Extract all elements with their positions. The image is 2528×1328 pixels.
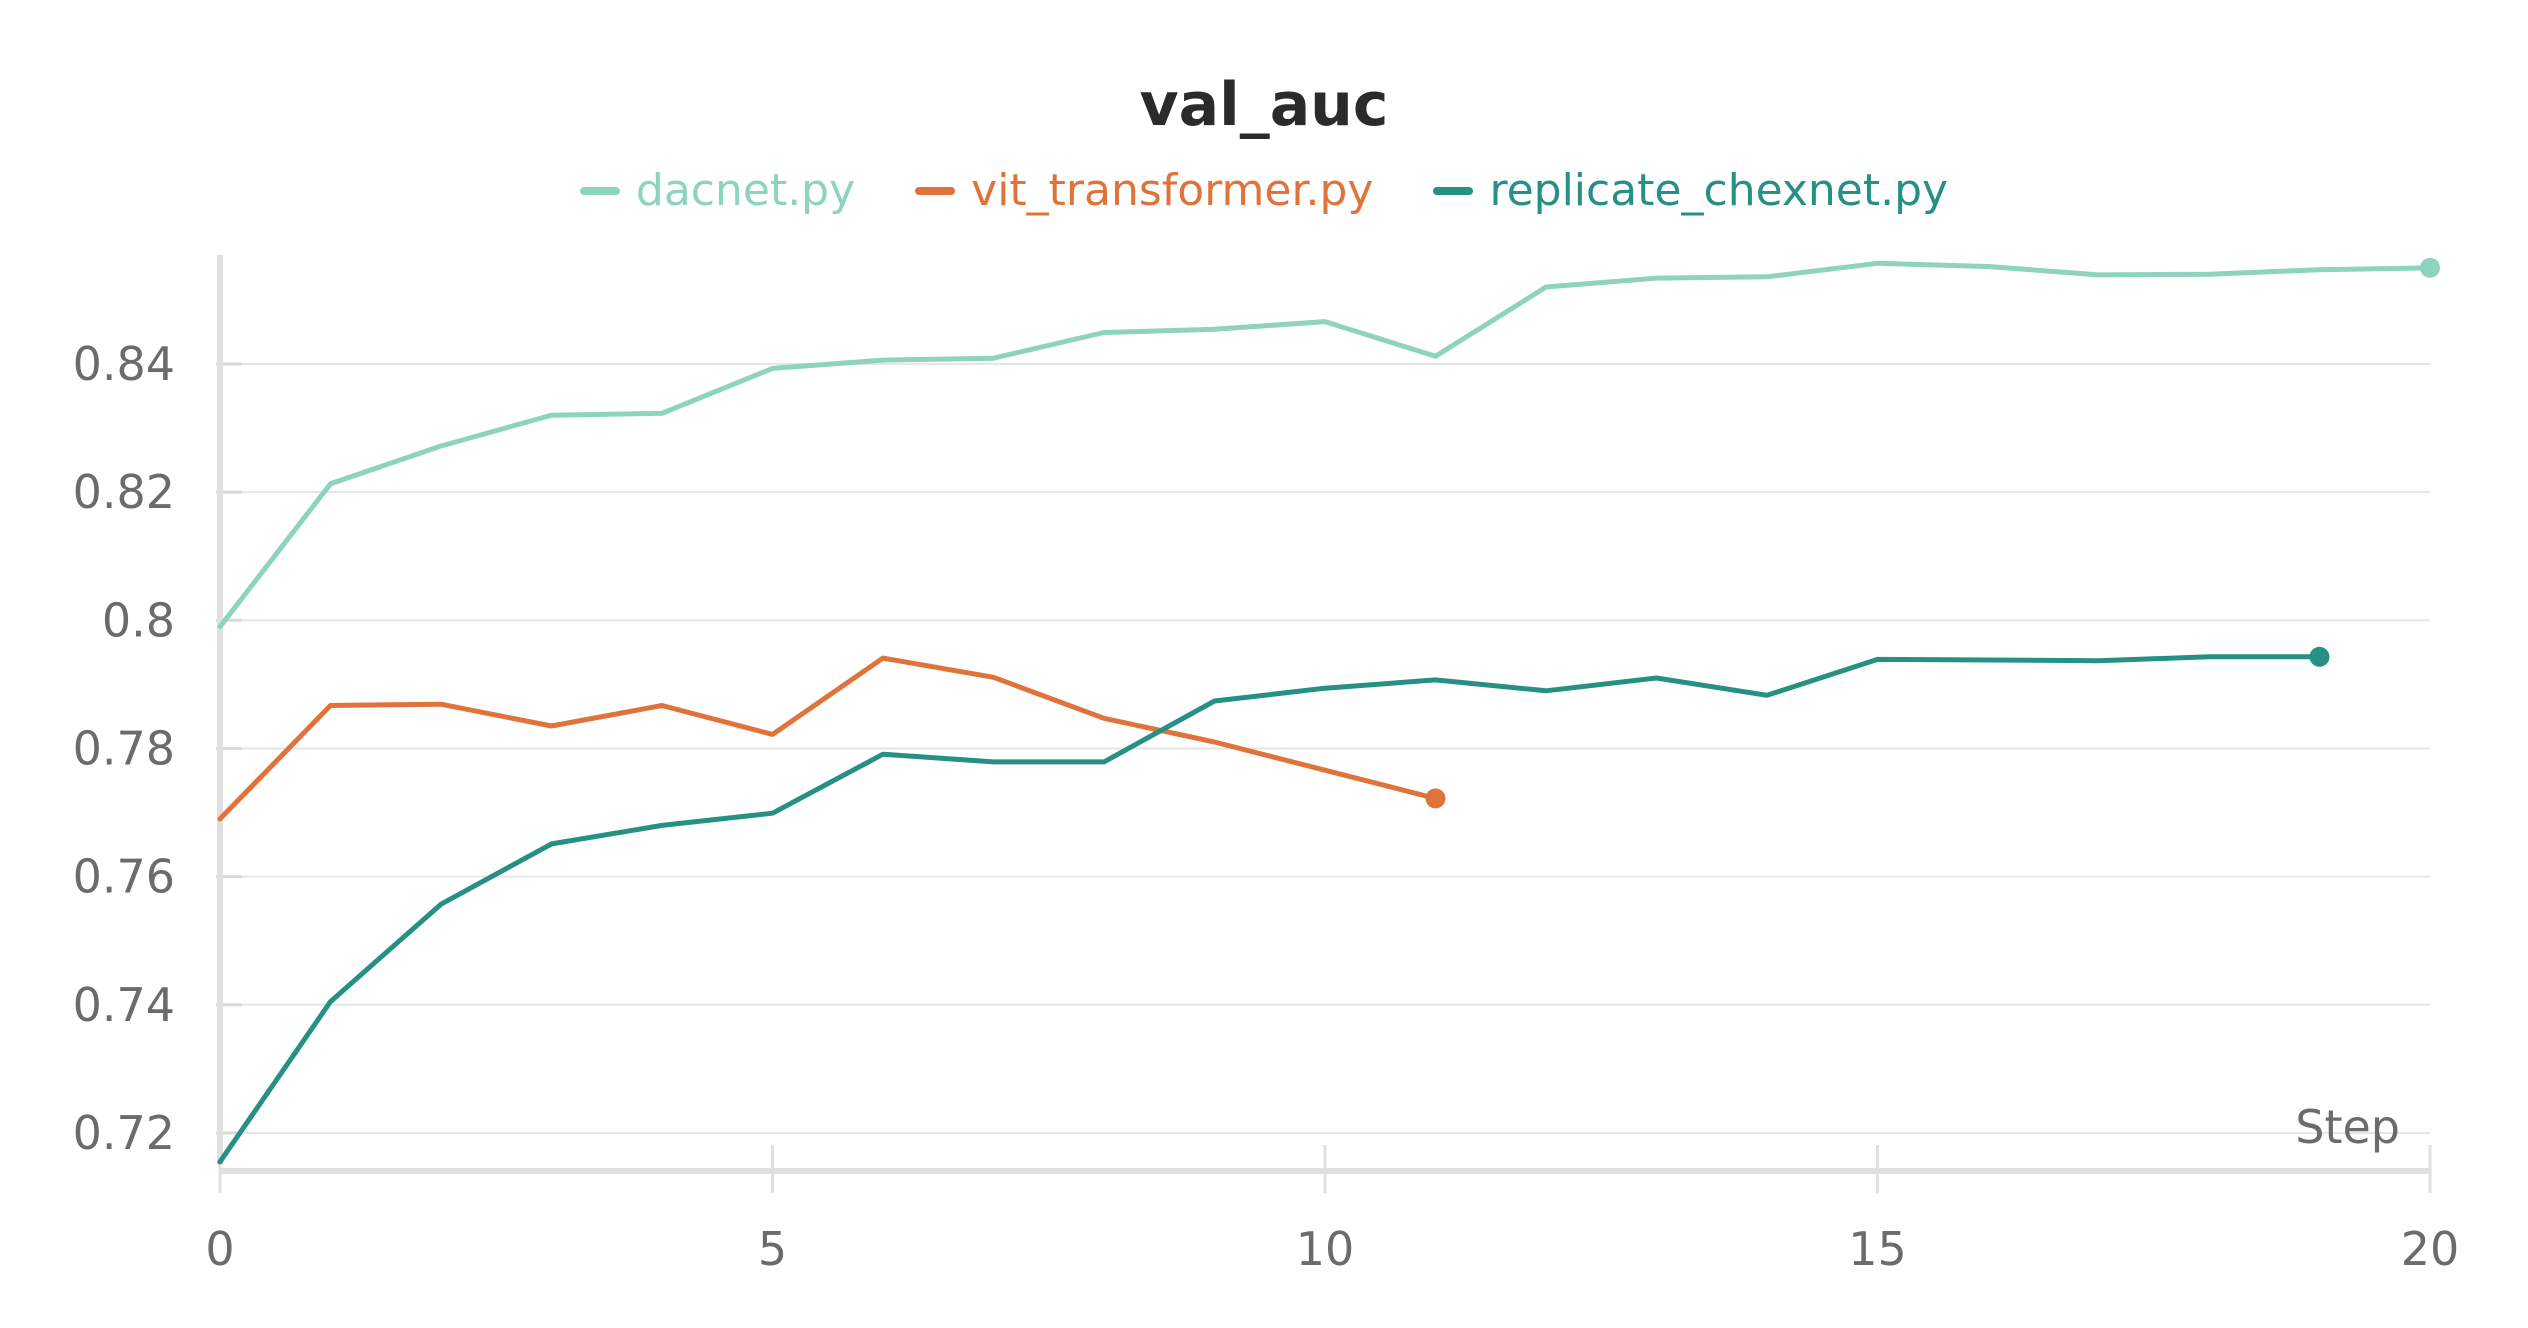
series-line-1[interactable] [217,655,1438,822]
y-tick-label: 0.8 [102,593,175,647]
chart-title: val_auc [1139,70,1389,140]
series-end-point-1[interactable] [1425,788,1446,809]
x-tick-label: 0 [205,1222,234,1276]
x-tick-label: 15 [1848,1222,1907,1276]
legend-swatch-replicate-chexnet [1433,186,1474,195]
series-line-2[interactable] [217,654,2322,1165]
series-line-0[interactable] [217,260,2433,630]
y-tick-label: 0.82 [73,465,175,519]
legend-item-dacnet[interactable]: dacnet.py [579,165,856,216]
series-layer [217,257,2440,1165]
y-tick-label: 0.84 [73,337,175,391]
legend-item-vit-transformer[interactable]: vit_transformer.py [915,165,1373,216]
legend-swatch-vit-transformer [915,186,956,195]
legend-swatch-dacnet [579,186,620,195]
series-end-point-0[interactable] [2420,257,2440,278]
x-tick-label: 5 [758,1222,787,1276]
y-tick-label: 0.74 [73,978,175,1032]
legend-label-replicate-chexnet: replicate_chexnet.py [1489,165,1949,216]
axes-layer: 0.72 0.74 0.76 0.78 0.8 0.82 0.84 0 5 10 15 20 [73,255,2460,1276]
y-tick-label: 0.76 [73,850,175,904]
grid-layer [220,362,2430,1134]
y-tick-label: 0.72 [73,1106,175,1160]
x-tick-label: 10 [1296,1222,1355,1276]
x-axis-label: Step [2295,1100,2400,1154]
legend: dacnet.py vit_transformer.py replicate_c… [0,165,2528,216]
series-end-point-2[interactable] [2309,646,2330,667]
x-tick-label: 20 [2401,1222,2460,1276]
legend-label-dacnet: dacnet.py [635,165,856,216]
y-tick-label: 0.78 [73,721,175,775]
legend-label-vit-transformer: vit_transformer.py [971,165,1374,216]
legend-item-replicate-chexnet[interactable]: replicate_chexnet.py [1433,165,1948,216]
